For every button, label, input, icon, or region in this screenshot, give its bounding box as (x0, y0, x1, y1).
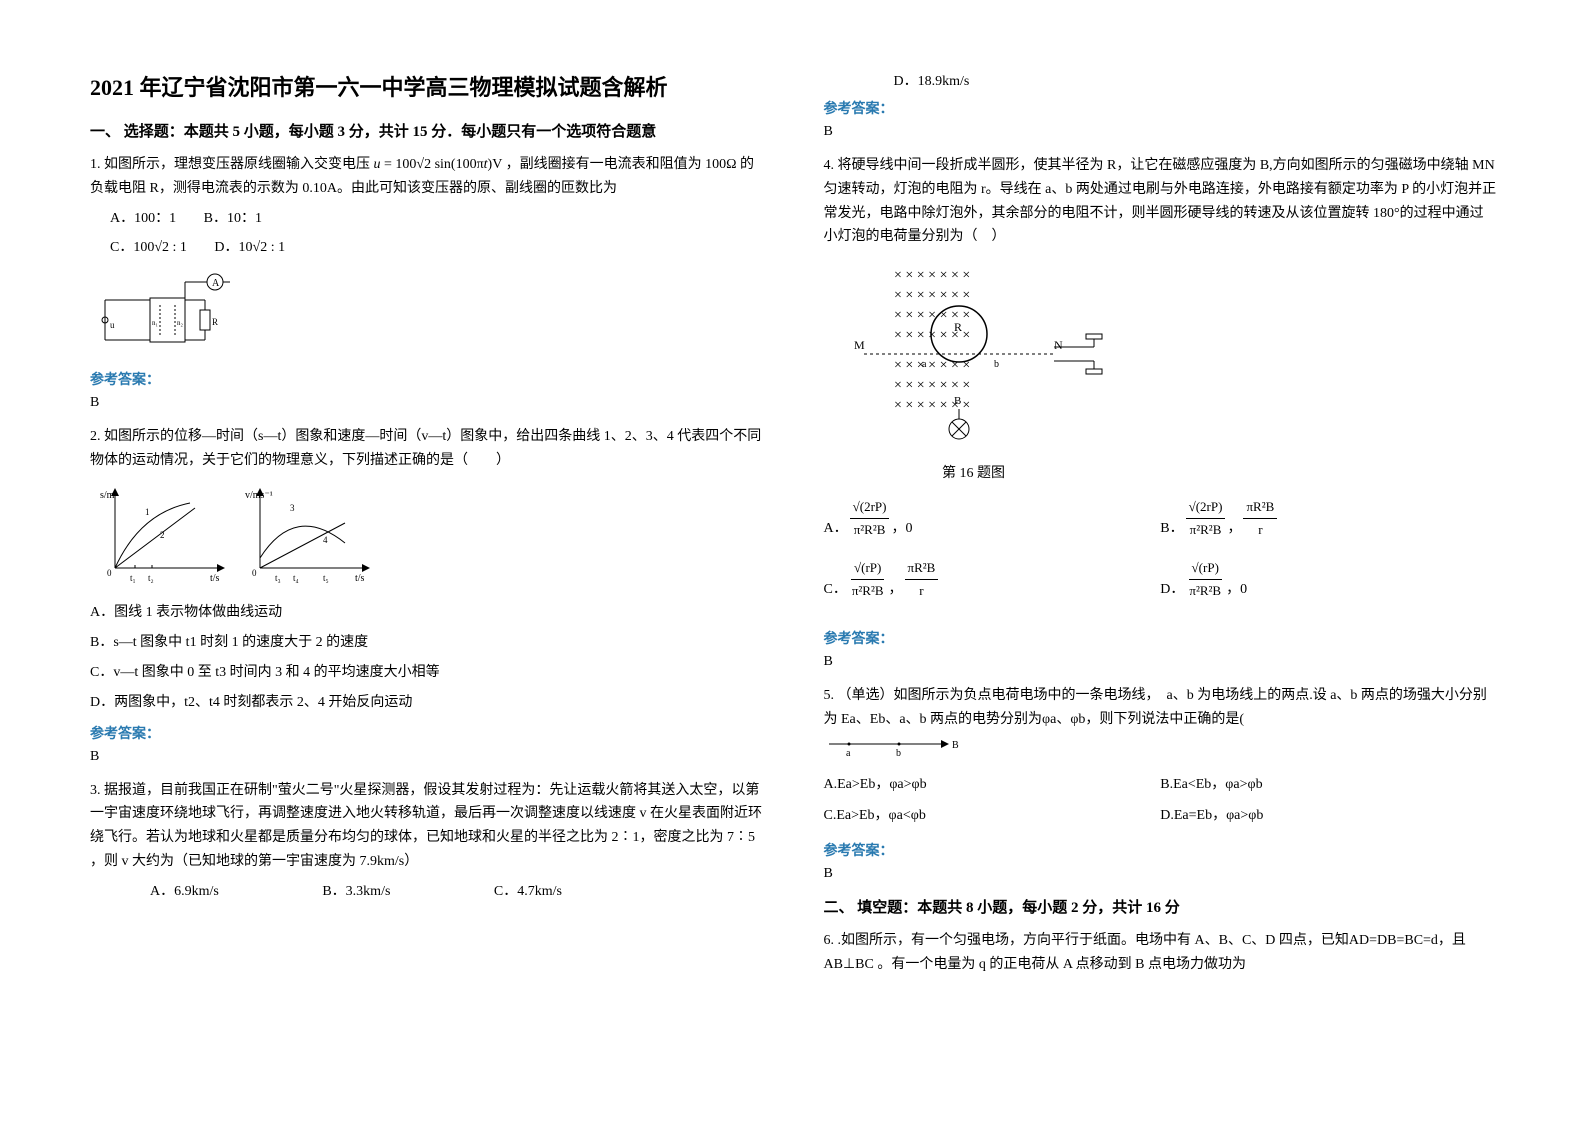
svg-text:b: b (896, 748, 901, 756)
svg-text:s/m: s/m (100, 490, 115, 501)
svg-text:u: u (110, 320, 115, 330)
q4-answer-label: 参考答案： (824, 628, 1498, 648)
q1-opt-c: C．100√2 : 1 (110, 236, 187, 260)
question-4: 4. 将硬导线中间一段折成半圆形，使其半径为 R，让它在磁感应强度为 B,方向如… (824, 154, 1498, 618)
q3-text: 3. 据报道，目前我国正在研制"萤火二号"火星探测器，假设其发射过程为：先让运载… (90, 779, 764, 874)
q3-options: A．6.9km/s B．3.3km/s C．4.7km/s (90, 880, 764, 904)
question-3: 3. 据报道，目前我国正在研制"萤火二号"火星探测器，假设其发射过程为：先让运载… (90, 779, 764, 904)
svg-text:4: 4 (323, 535, 328, 545)
q4-opt-c: C．√(rP)π²R²B， πR²Br (824, 557, 1161, 602)
left-column: 2021 年辽宁省沈阳市第一六一中学高三物理模拟试题含解析 一、 选择题：本题共… (90, 70, 764, 1082)
q5-opt-c: C.Ea>Eb，φa<φb (824, 804, 1161, 828)
svg-text:n₂: n₂ (177, 319, 184, 327)
svg-text:n₁: n₁ (152, 319, 158, 327)
q2-answer: B (90, 749, 764, 765)
q3-answer-label: 参考答案： (824, 98, 1498, 118)
svg-text:× × × × × × ×: × × × × × × × (894, 288, 970, 303)
svg-text:N: N (1054, 338, 1063, 352)
q5-figure: a b B (824, 738, 1498, 765)
svg-text:a: a (846, 748, 851, 756)
q2-answer-label: 参考答案： (90, 723, 764, 743)
svg-text:t₄: t₄ (293, 573, 299, 583)
svg-text:t/s: t/s (210, 573, 220, 583)
q6-text: 6. .如图所示，有一个匀强电场，方向平行于纸面。电场中有 A、B、C、D 四点… (824, 929, 1498, 977)
q5-answer-label: 参考答案： (824, 840, 1498, 860)
svg-text:0: 0 (252, 568, 257, 578)
q1-figure: A u n₁ n₂ R (100, 270, 764, 359)
q4-answer: B (824, 654, 1498, 670)
q4-figure: × × × × × × × × × × × × × × × × × × × × … (854, 259, 1498, 486)
svg-text:R: R (954, 320, 962, 334)
question-2: 2. 如图所示的位移—时间（s—t）图象和速度—时间（v—t）图象中，给出四条曲… (90, 425, 764, 715)
q4-opt-b: B．√(2rP)π²R²B， πR²Br (1160, 496, 1497, 541)
svg-text:1: 1 (145, 507, 150, 517)
q1-opt-b: B．10：1 (204, 207, 262, 231)
q2-opt-c: C．v—t 图象中 0 至 t3 时间内 3 和 4 的平均速度大小相等 (90, 661, 764, 685)
svg-text:A: A (212, 278, 220, 289)
q3-opt-c: C．4.7km/s (494, 880, 562, 904)
right-column: D．18.9km/s 参考答案： B 4. 将硬导线中间一段折成半圆形，使其半径… (824, 70, 1498, 1082)
svg-text:× × × × × × ×: × × × × × × × (894, 358, 970, 373)
q3-opt-d: D．18.9km/s (894, 70, 1498, 90)
q3-opt-a: A．6.9km/s (150, 880, 219, 904)
q2-text: 2. 如图所示的位移—时间（s—t）图象和速度—时间（v—t）图象中，给出四条曲… (90, 425, 764, 473)
q5-opt-d: D.Ea=Eb，φa>φb (1160, 804, 1497, 828)
svg-text:× × × × × × ×: × × × × × × × (894, 268, 970, 283)
transformer-icon: A u n₁ n₂ R (100, 270, 230, 350)
question-1: 1. 如图所示，理想变压器原线圈输入交变电压 u = 100√2 sin(100… (90, 153, 764, 359)
svg-text:B: B (952, 740, 959, 751)
q1-opt-a: A．100：1 (110, 207, 176, 231)
field-line-icon: a b B (824, 738, 964, 756)
question-5: 5. （单选）如图所示为负点电荷电场中的一条电场线， a、b 为电场线上的两点.… (824, 684, 1498, 832)
q1-options: A．100：1 B．10：1 C．100√2 : 1 D．10√2 : 1 (110, 207, 764, 261)
q5-options: A.Ea>Eb，φa>φb B.Ea<Eb，φa>φb C.Ea>Eb，φa<φ… (824, 769, 1498, 833)
svg-text:× × × × × × ×: × × × × × × × (894, 378, 970, 393)
svg-text:2: 2 (160, 530, 165, 540)
svg-text:0: 0 (107, 568, 112, 578)
svg-text:t₁: t₁ (130, 573, 136, 583)
q5-answer: B (824, 866, 1498, 882)
section-2-header: 二、 填空题：本题共 8 小题，每小题 2 分，共计 16 分 (824, 896, 1498, 917)
graphs-icon: s/m t/s 1 2 t₁ t₂ 0 v/ms (100, 483, 380, 583)
q1-answer: B (90, 395, 764, 411)
q1-answer-label: 参考答案： (90, 369, 764, 389)
question-6: 6. .如图所示，有一个匀强电场，方向平行于纸面。电场中有 A、B、C、D 四点… (824, 929, 1498, 977)
svg-text:t₅: t₅ (323, 573, 329, 583)
svg-text:t₃: t₃ (275, 573, 281, 583)
q4-opt-a: A．√(2rP)π²R²B，0 (824, 496, 1161, 541)
q2-figure: s/m t/s 1 2 t₁ t₂ 0 v/ms (100, 483, 764, 592)
svg-text:t₂: t₂ (148, 573, 154, 583)
svg-text:t/s: t/s (355, 573, 365, 583)
q4-options: A．√(2rP)π²R²B，0 B．√(2rP)π²R²B， πR²Br C．√… (824, 496, 1498, 618)
q1-text: 1. 如图所示，理想变压器原线圈输入交变电压 u = 100√2 sin(100… (90, 153, 764, 201)
q5-opt-a: A.Ea>Eb，φa>φb (824, 773, 1161, 797)
section-1-header: 一、 选择题：本题共 5 小题，每小题 3 分，共计 15 分．每小题只有一个选… (90, 120, 764, 141)
q5-opt-b: B.Ea<Eb，φa>φb (1160, 773, 1497, 797)
q3-answer: B (824, 124, 1498, 140)
q2-opt-b: B．s—t 图象中 t1 时刻 1 的速度大于 2 的速度 (90, 631, 764, 655)
svg-text:a: a (922, 359, 927, 370)
svg-text:B: B (954, 395, 961, 407)
svg-text:R: R (212, 317, 218, 327)
q2-opt-a: A．图线 1 表示物体做曲线运动 (90, 601, 764, 625)
svg-text:M: M (854, 338, 865, 352)
svg-text:v/ms⁻¹: v/ms⁻¹ (245, 490, 273, 501)
svg-text:3: 3 (290, 503, 295, 513)
q4-opt-d: D．√(rP)π²R²B，0 (1160, 557, 1497, 602)
q1-opt-d: D．10√2 : 1 (214, 236, 285, 260)
q3-opt-b: B．3.3km/s (322, 880, 390, 904)
magnetic-field-icon: × × × × × × × × × × × × × × × × × × × × … (854, 259, 1134, 449)
q4-text: 4. 将硬导线中间一段折成半圆形，使其半径为 R，让它在磁感应强度为 B,方向如… (824, 154, 1498, 249)
page-title: 2021 年辽宁省沈阳市第一六一中学高三物理模拟试题含解析 (90, 70, 764, 102)
q2-opt-d: D．两图象中，t2、t4 时刻都表示 2、4 开始反向运动 (90, 691, 764, 715)
q4-caption: 第 16 题图 (854, 462, 1094, 486)
q5-text: 5. （单选）如图所示为负点电荷电场中的一条电场线， a、b 为电场线上的两点.… (824, 684, 1498, 732)
svg-text:b: b (994, 359, 999, 370)
